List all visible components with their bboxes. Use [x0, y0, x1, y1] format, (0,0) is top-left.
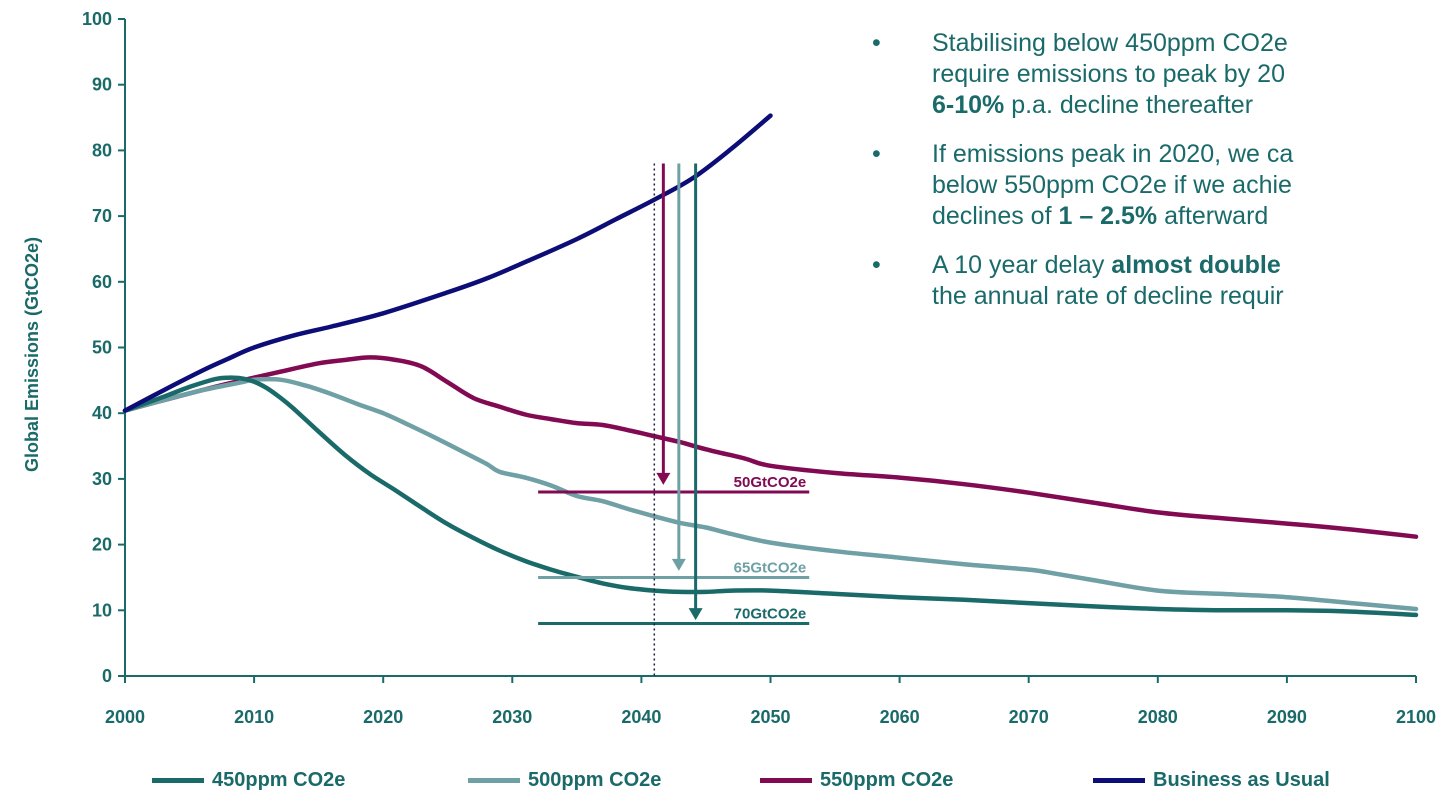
legend-item-550ppm: 550ppm CO2e	[760, 765, 953, 795]
note-line: the annual rate of decline requir	[932, 282, 1284, 310]
note-emphasis: almost double	[1111, 251, 1281, 279]
legend-label: 500ppm CO2e	[528, 768, 662, 791]
arrow-head	[688, 608, 703, 621]
series-line	[122, 375, 1419, 618]
y-tick-label: 0	[102, 666, 112, 686]
notes-list: • Stabilising below 450ppm CO2e require …	[872, 28, 1450, 330]
series-line	[122, 376, 1419, 612]
legend: 450ppm CO2e 500ppm CO2e 550ppm CO2e Busi…	[0, 765, 1450, 795]
y-axis-title: Global Emissions (GtCO2e)	[22, 237, 42, 472]
note-line: Stabilising below 450ppm CO2e	[932, 29, 1288, 57]
bullet-glyph: •	[872, 140, 881, 168]
note-item: • If emissions peak in 2020, we ca below…	[872, 139, 1450, 232]
legend-swatch	[1093, 777, 1145, 783]
note-emphasis: 1 – 2.5%	[1058, 202, 1158, 230]
series-line	[122, 113, 773, 413]
y-tick-label: 60	[92, 272, 112, 292]
note-line: If emissions peak in 2020, we ca	[932, 140, 1294, 168]
y-tick-label: 20	[92, 535, 112, 555]
legend-item-450ppm: 450ppm CO2e	[152, 765, 345, 795]
x-tick-label: 2090	[1267, 707, 1307, 727]
y-tick-label: 40	[92, 403, 112, 423]
legend-swatch	[152, 777, 204, 783]
note-emphasis: 6-10%	[932, 91, 1005, 119]
y-tick-label: 10	[92, 600, 112, 620]
note-item: • A 10 year delay almost double the annu…	[872, 250, 1450, 312]
x-tick-label: 2010	[234, 707, 274, 727]
target-label: 65GtCO2e	[734, 559, 807, 576]
legend-swatch	[468, 777, 520, 783]
arrow-head	[656, 472, 671, 485]
x-tick-label: 2080	[1138, 707, 1178, 727]
y-tick-label: 70	[92, 206, 112, 226]
note-line: afterward	[1157, 202, 1269, 230]
x-tick-label: 2030	[492, 707, 532, 727]
note-line: declines of	[932, 202, 1059, 230]
y-tick-label: 80	[92, 140, 112, 160]
x-tick-label: 2050	[750, 707, 790, 727]
y-tick-label: 30	[92, 469, 112, 489]
y-tick-label: 90	[92, 75, 112, 95]
note-line: A 10 year delay	[932, 251, 1112, 279]
note-line: p.a. decline thereafter	[1004, 91, 1254, 119]
legend-label: Business as Usual	[1153, 768, 1330, 791]
x-tick-label: 2040	[621, 707, 661, 727]
note-line: require emissions to peak by 20	[932, 60, 1285, 88]
legend-label: 550ppm CO2e	[820, 768, 954, 791]
note-line: below 550ppm CO2e if we achie	[932, 171, 1292, 199]
x-tick-label: 2100	[1396, 707, 1436, 727]
y-tick-label: 100	[82, 9, 112, 29]
x-tick-label: 2000	[105, 707, 145, 727]
legend-item-bau: Business as Usual	[1093, 765, 1330, 795]
legend-label: 450ppm CO2e	[212, 768, 346, 791]
annotation-layer: 50GtCO2e 65GtCO2e 70GtCO2e	[538, 163, 810, 676]
legend-item-500ppm: 500ppm CO2e	[468, 765, 661, 795]
y-tick-label: 50	[92, 338, 112, 358]
note-item: • Stabilising below 450ppm CO2e require …	[872, 28, 1450, 121]
target-label: 50GtCO2e	[734, 474, 807, 491]
legend-swatch	[760, 777, 812, 783]
x-tick-label: 2070	[1009, 707, 1049, 727]
x-tick-label: 2060	[880, 707, 920, 727]
target-label: 70GtCO2e	[734, 605, 807, 622]
series-line	[122, 355, 1419, 539]
bullet-glyph: •	[872, 29, 881, 57]
x-tick-label: 2020	[363, 707, 403, 727]
bullet-glyph: •	[872, 251, 881, 279]
arrow-head	[671, 558, 686, 571]
